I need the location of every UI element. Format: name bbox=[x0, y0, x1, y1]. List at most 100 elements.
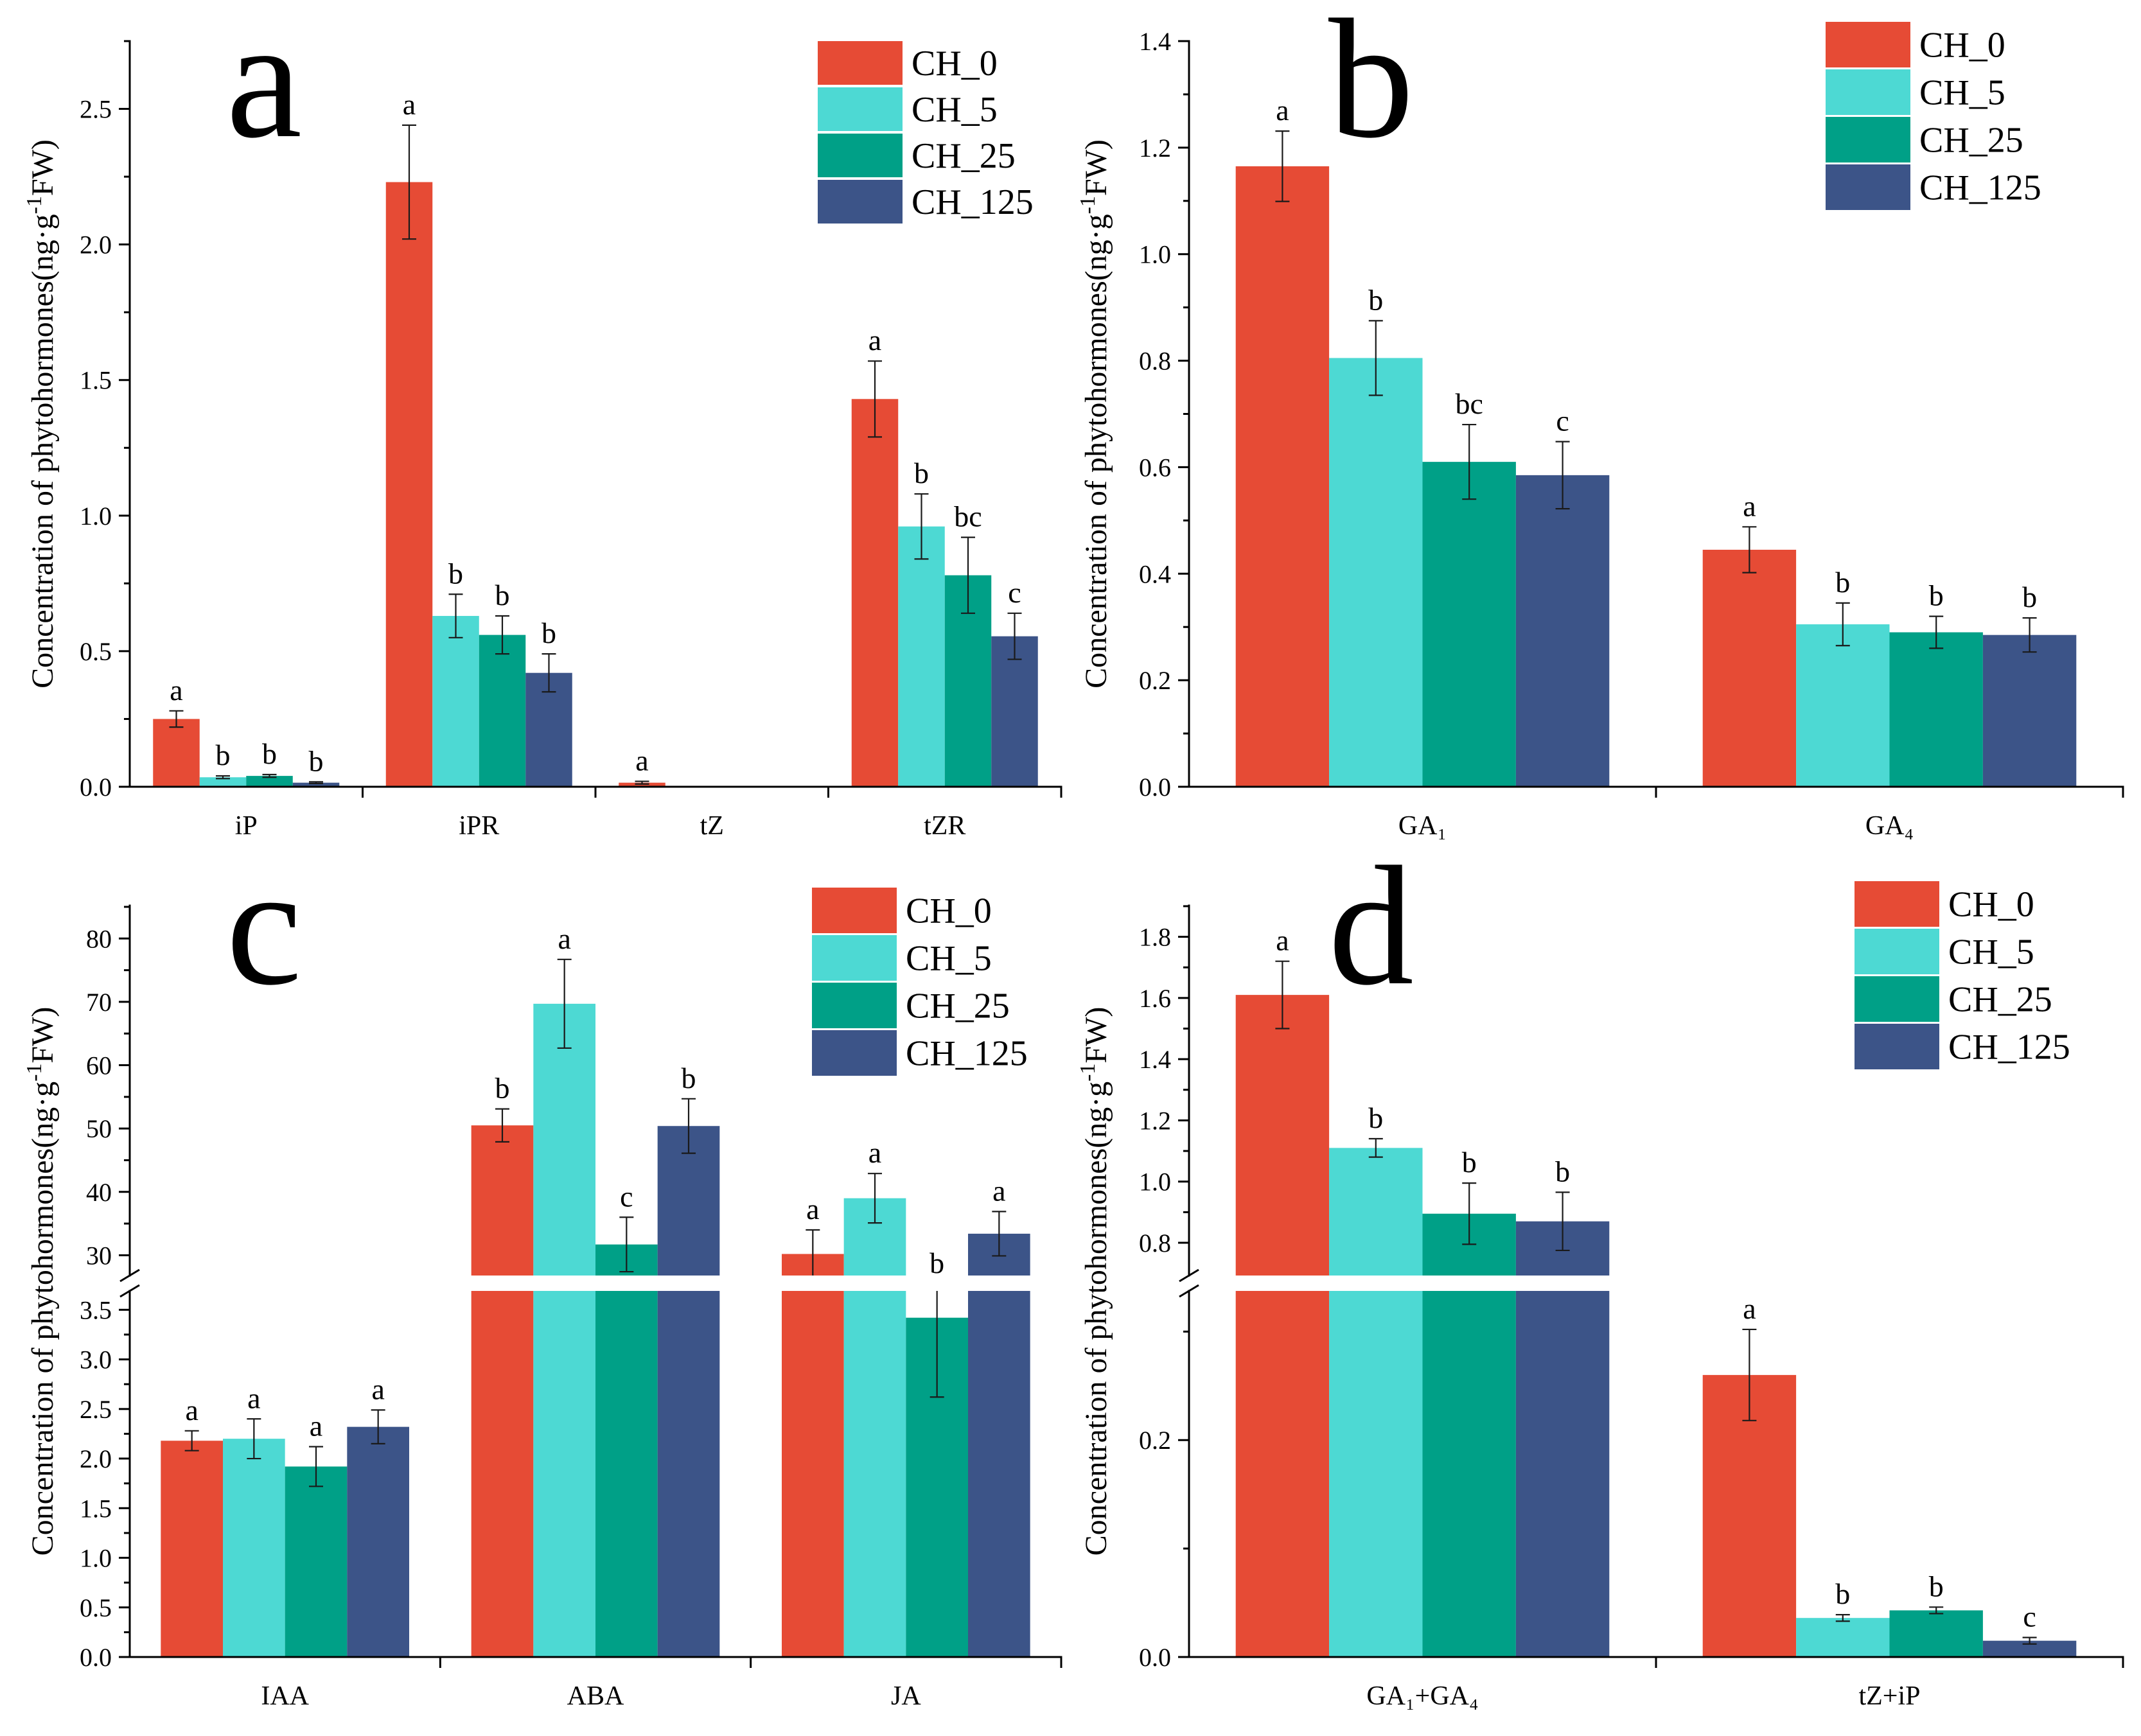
bars bbox=[1235, 960, 2077, 1657]
legend-label-CH_5: CH_5 bbox=[906, 939, 992, 979]
y-axis-label-end: FW) bbox=[26, 139, 60, 196]
bar-c-IAA-CH_5 bbox=[223, 1439, 285, 1657]
y-tick-label: 1.0 bbox=[1139, 1168, 1171, 1197]
bar-b-GA₁-CH_5 bbox=[1329, 358, 1423, 787]
bar-d-GA₁+GA₄-CH_5-lower bbox=[1329, 1291, 1423, 1657]
significance-letter-c-JA-CH_0: a bbox=[806, 1193, 819, 1225]
bar-b-GA₄-CH_125 bbox=[1982, 635, 2077, 787]
bar-a-tZR-CH_125 bbox=[991, 636, 1038, 787]
legend-label-CH_125: CH_125 bbox=[1919, 168, 2041, 208]
bar-d-GA₁+GA₄-CH_5-upper bbox=[1329, 1148, 1423, 1276]
significance-letter-a-iPR-CH_5: b bbox=[448, 557, 463, 590]
y-tick-label: 0.0 bbox=[1139, 1643, 1171, 1672]
y-tick-label: 2.5 bbox=[80, 1395, 112, 1424]
legend-label-CH_125: CH_125 bbox=[1948, 1028, 2070, 1067]
error-bar-d-tZ+iP-CH_25 bbox=[1929, 1606, 1944, 1615]
significance-letter-d-tZ+iP-CH_25: b bbox=[1929, 1570, 1944, 1602]
significance-letter-a-tZR-CH_25: bc bbox=[954, 500, 982, 533]
bar-b-GA₁-CH_0 bbox=[1235, 166, 1330, 787]
y-axis-label: Concentration of phytohormones(ng·g-1FW) bbox=[1076, 1007, 1113, 1556]
legend-swatch-CH_0 bbox=[1826, 22, 1910, 67]
legend-swatch-CH_0 bbox=[818, 41, 903, 85]
significance-letter-a-iP-CH_5: b bbox=[216, 739, 231, 771]
axes bbox=[119, 40, 1062, 798]
bar-c-ABA-CH_5-upper bbox=[533, 1003, 595, 1276]
bar-d-GA₁+GA₄-CH_0-upper bbox=[1235, 995, 1330, 1276]
y-axis-label: Concentration of phytohormones(ng·g-1FW) bbox=[22, 1007, 60, 1556]
error-bar-b-GA₄-CH_5 bbox=[1835, 602, 1850, 647]
significance-letter-b-GA₁-CH_0: a bbox=[1276, 94, 1289, 127]
y-tick-label: 40 bbox=[86, 1178, 112, 1207]
bar-a-iP-CH_5 bbox=[199, 777, 247, 787]
y-axis-label-superscript: -1 bbox=[22, 196, 46, 214]
y-axis-label-text: Concentration of phytohormones(ng·g bbox=[1079, 214, 1113, 688]
panel-letter: d bbox=[1328, 831, 1414, 1021]
error-bar-b-GA₄-CH_125 bbox=[2022, 617, 2037, 653]
y-tick-label: 0.0 bbox=[80, 1643, 112, 1672]
bar-d-GA₁+GA₄-CH_125-lower bbox=[1515, 1291, 1610, 1657]
significance-letter-b-GA₄-CH_5: b bbox=[1835, 566, 1850, 599]
bar-c-IAA-CH_125 bbox=[347, 1426, 409, 1657]
error-bar-c-ABA-CH_125 bbox=[682, 1098, 696, 1154]
legend-swatch-CH_25 bbox=[1826, 117, 1910, 162]
bars bbox=[161, 958, 1030, 1657]
y-tick-label: 1.0 bbox=[1139, 240, 1171, 269]
y-axis-label-text: Concentration of phytohormones(ng·g bbox=[26, 214, 60, 688]
category-label: IAA bbox=[261, 1681, 309, 1711]
y-tick-label: 1.4 bbox=[1139, 27, 1171, 56]
y-tick-label: 2.0 bbox=[80, 1444, 112, 1473]
axes bbox=[119, 904, 1062, 1668]
bar-b-GA₄-CH_25 bbox=[1889, 632, 1983, 787]
y-axis-label-superscript: -1 bbox=[1076, 196, 1100, 214]
significance-letter-c-IAA-CH_5: a bbox=[247, 1381, 260, 1414]
significance-letter-c-IAA-CH_25: a bbox=[310, 1410, 322, 1442]
axis-break-mark-1 bbox=[1179, 1268, 1199, 1283]
category-label: GA₁ bbox=[1398, 811, 1447, 841]
y-tick-label: 0.5 bbox=[80, 1593, 112, 1622]
significance-letter-d-tZ+iP-CH_125: c bbox=[2023, 1600, 2036, 1633]
significance-letter-c-ABA-CH_0: b bbox=[495, 1072, 510, 1105]
significance-letter-d-GA₁+GA₄-CH_25: b bbox=[1462, 1146, 1477, 1179]
bar-a-iP-CH_125 bbox=[292, 782, 340, 787]
y-axis-label-text: Concentration of phytohormones(ng·g bbox=[1079, 1082, 1113, 1556]
y-tick-label: 0.6 bbox=[1139, 453, 1171, 482]
error-bar-c-IAA-CH_5 bbox=[247, 1418, 261, 1460]
y-axis-label: Concentration of phytohormones(ng·g-1FW) bbox=[22, 139, 60, 688]
significance-letter-b-GA₄-CH_0: a bbox=[1743, 489, 1756, 522]
category-label: iPR bbox=[459, 811, 499, 841]
error-bar-d-GA₁+GA₄-CH_5 bbox=[1368, 1137, 1383, 1158]
significance-letter-d-tZ+iP-CH_0: a bbox=[1743, 1292, 1756, 1325]
legend: CH_0 CH_5 CH_25 CH_125 bbox=[812, 888, 1028, 1076]
significance-letter-a-iP-CH_25: b bbox=[262, 737, 277, 770]
bar-c-IAA-CH_25 bbox=[285, 1466, 348, 1657]
bar-d-GA₁+GA₄-CH_25-lower bbox=[1422, 1291, 1516, 1657]
error-bar-a-iPR-CH_0 bbox=[402, 124, 416, 240]
significance-letter-c-JA-CH_5: a bbox=[868, 1136, 881, 1169]
legend-swatch-CH_0 bbox=[1855, 881, 1939, 927]
legend-label-CH_0: CH_0 bbox=[906, 891, 992, 931]
y-axis-label-end: FW) bbox=[1079, 1007, 1113, 1064]
axis-break-mark-0 bbox=[1179, 1284, 1199, 1298]
error-bar-a-iPR-CH_5 bbox=[448, 593, 463, 638]
error-bar-d-tZ+iP-CH_5 bbox=[1835, 1614, 1850, 1622]
error-bar-d-tZ+iP-CH_125 bbox=[2022, 1636, 2037, 1645]
error-bar-c-JA-CH_125 bbox=[992, 1211, 1007, 1257]
bar-c-ABA-CH_125-lower bbox=[657, 1291, 720, 1657]
bar-c-IAA-CH_0 bbox=[161, 1441, 223, 1657]
panel-b: a b bc c a b b b 0.0 0.2 0.4 0.6 0.8 1.0 1.2 1.4 GA₁ GA₄ C… bbox=[1076, 0, 2124, 841]
error-bar-c-JA-CH_25 bbox=[930, 1291, 944, 1398]
error-bar-d-GA₁+GA₄-CH_25 bbox=[1462, 1182, 1477, 1245]
error-bar-b-GA₄-CH_25 bbox=[1929, 615, 1944, 649]
y-tick-label: 0.0 bbox=[1139, 773, 1171, 802]
error-bar-a-tZR-CH_5 bbox=[914, 493, 929, 560]
bar-d-tZ+iP-CH_5 bbox=[1796, 1618, 1890, 1657]
significance-letter-c-ABA-CH_125: b bbox=[682, 1062, 696, 1094]
bar-c-JA-CH_125-lower bbox=[968, 1291, 1030, 1657]
significance-letter-a-tZ-CH_0: a bbox=[635, 744, 648, 777]
category-label: iP bbox=[235, 811, 258, 841]
y-tick-label: 1.0 bbox=[80, 1544, 112, 1573]
significance-letter-a-iPR-CH_0: a bbox=[403, 88, 416, 121]
significance-letter-b-GA₁-CH_25: bc bbox=[1455, 387, 1483, 420]
category-label: GA₄ bbox=[1865, 811, 1914, 841]
error-bar-a-iP-CH_5 bbox=[216, 775, 230, 780]
